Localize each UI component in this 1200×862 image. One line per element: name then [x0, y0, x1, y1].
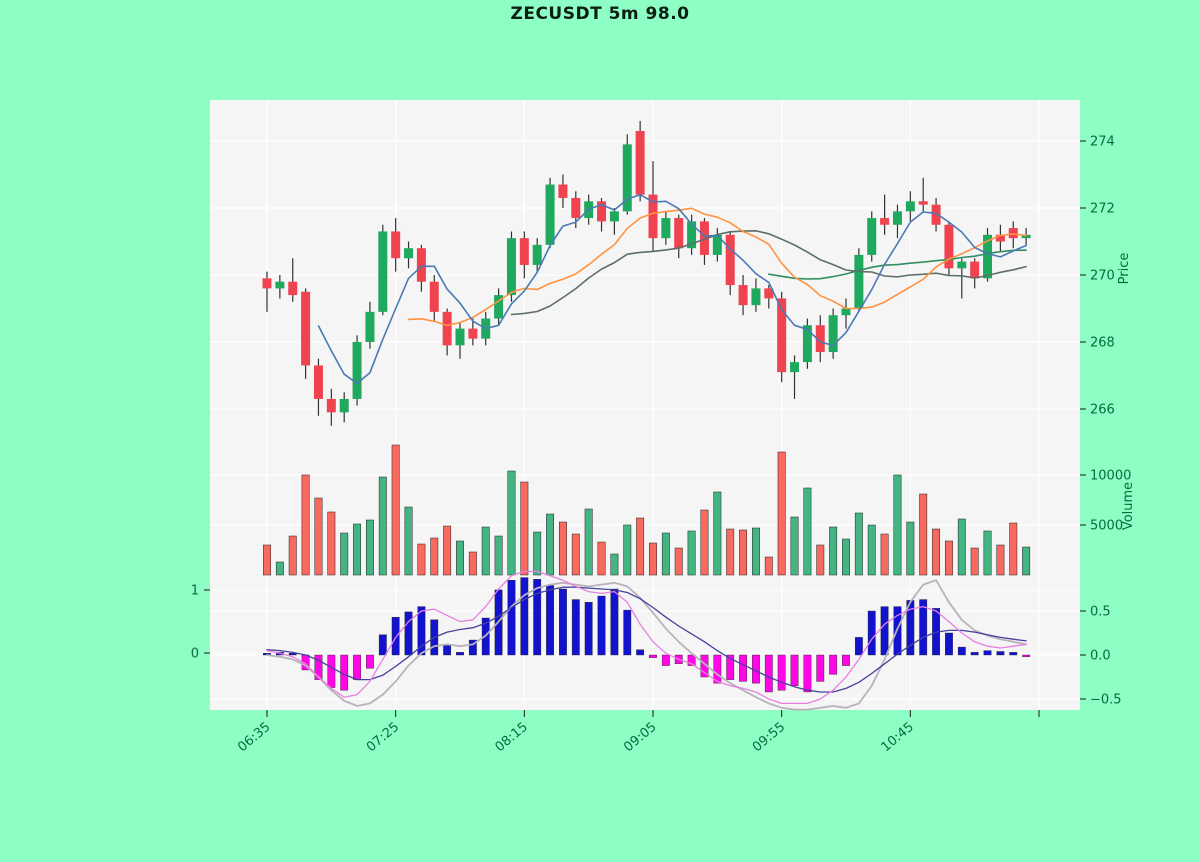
score-line: [266, 579, 1027, 711]
price-tick-label: 266: [1090, 403, 1115, 418]
x-tick-label: 09:55: [750, 720, 788, 756]
macd-tick-label: 0.0: [1090, 649, 1111, 664]
chart-title: ZECUSDT 5m 98.0: [510, 4, 690, 24]
axis-ticks: [204, 140, 1086, 717]
price-tick-label: 272: [1090, 202, 1115, 217]
macd-tick-label: 0.5: [1090, 605, 1111, 620]
x-tick-label: 06:35: [235, 720, 273, 756]
x-tick-label: 09:05: [621, 720, 659, 756]
macd-tick-label: −0.5: [1090, 693, 1122, 708]
macd-signal-line: [266, 586, 1027, 693]
ma-xslow-line: [768, 249, 1027, 280]
macd-left-tick-label: 0: [191, 647, 199, 662]
price-axis-label: Price: [1117, 253, 1132, 285]
price-tick-label: 274: [1090, 135, 1115, 150]
price-tick-label: 268: [1090, 336, 1115, 351]
volume-tick-label: 5000: [1090, 519, 1123, 534]
macd-left-tick-label: 1: [191, 584, 199, 599]
macd-histogram: [263, 577, 1031, 693]
ma-fast-line: [317, 193, 1027, 385]
x-tick-label: 07:25: [364, 720, 402, 756]
volume-axis-label: Volume: [1121, 482, 1136, 530]
macd-line: [266, 570, 1027, 705]
volume-bars: [263, 444, 1031, 576]
ma-slow-line: [510, 230, 1027, 316]
x-tick-label: 08:15: [493, 720, 531, 756]
candle-bodies: [262, 130, 1031, 413]
x-tick-label: 10:45: [879, 720, 917, 756]
price-tick-label: 270: [1090, 269, 1115, 284]
ma-medium-line: [407, 207, 1027, 327]
volume-tick-label: 10000: [1090, 469, 1131, 484]
